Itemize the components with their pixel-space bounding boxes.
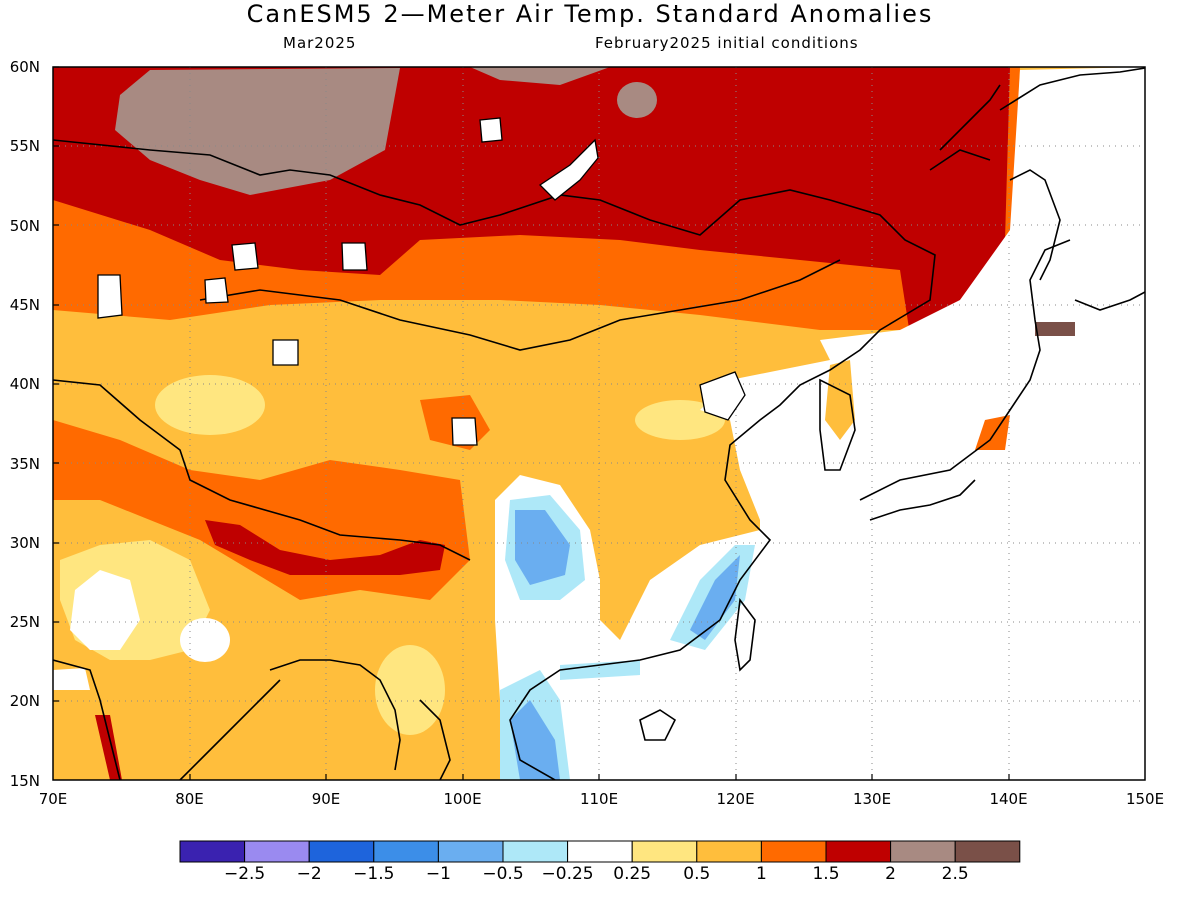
colorbar-swatch [373,840,439,863]
colorbar-swatch [308,840,375,863]
colorbar-swatch [502,840,569,863]
latitude-label: 20N [9,692,40,711]
longitude-label: 140E [989,790,1028,808]
anomaly-region-minus-0p5-coast [690,555,740,640]
colorbar-swatch [825,840,892,863]
colorbar-label: 0.25 [613,864,652,884]
colorbar-label: 1.5 [812,864,840,884]
anomaly-region-warm-korea [825,360,855,440]
colorbar-swatch [696,840,762,863]
colorbar-label: −0.25 [541,864,594,884]
colorbar-swatch [760,840,827,863]
latitude-label: 25N [9,613,40,632]
colorbar-label: −0.5 [482,864,524,884]
longitude-label: 120E [716,790,755,808]
anomaly-region-0p5-to-1-north [155,375,265,435]
colorbar-label: −1 [425,864,451,884]
longitude-label: 80E [175,790,204,808]
colorbar-swatch [631,840,698,863]
latitude-label: 60N [9,58,40,76]
initial-conditions: February2025 initial conditions [595,34,859,52]
anomaly-region-1p5-to-2-tibet [205,520,445,575]
coastlines-and-borders [53,67,1145,780]
forecast-month: Mar2025 [283,34,357,52]
anomaly-region-minus-0p5-china [515,510,570,585]
colorbar [179,840,1021,863]
colorbar-label: −1.5 [353,864,395,884]
latitude-label: 55N [9,137,40,156]
anomaly-region-above-2-spot [617,82,657,118]
colorbar-label: −2 [296,864,322,884]
anomaly-region-minus-0p5-vietnam [510,700,560,780]
colorbar-swatch [179,840,246,863]
anomaly-field [53,67,1145,780]
anomaly-region-near-zero-small [180,618,230,662]
anomaly-region-above-2p5-hokkaido [1035,322,1075,336]
anomaly-region-west-pink [53,668,90,690]
latitude-label: 15N [9,771,40,790]
colorbar-label: 2 [885,864,896,884]
anomaly-region-above-2-east [470,67,610,85]
latitude-label: 30N [9,533,40,552]
lakes [97,117,746,446]
longitude-label: 90E [311,790,341,808]
longitude-label: 110E [579,790,619,808]
anomaly-region-1-to-1p5-west [53,420,470,600]
anomaly-region-above-2-siberia [115,68,400,195]
graticule [53,67,1145,780]
colorbar-label: 2.5 [941,864,969,884]
colorbar-label: 1 [755,864,767,884]
longitude-label: 70E [38,790,68,808]
anomaly-region-near-zero-east [700,67,1145,780]
latitude-label: 35N [9,454,40,473]
colorbar-label: −2.5 [223,864,266,884]
latitude-label: 50N [9,216,40,235]
anomaly-region-near-zero-southwest [70,570,140,650]
colorbar-swatch [890,840,956,863]
colorbar-label: 0.5 [683,864,711,884]
colorbar-swatch [437,840,504,863]
anomaly-region-0p5-to-1-mid [375,645,445,735]
anomaly-region-minus-0p25-south-china [560,660,640,680]
latitude-label: 45N [9,295,40,314]
latitude-label: 40N [9,375,40,394]
longitude-label: 130E [852,790,892,808]
colorbar-swatch [954,840,1021,863]
colorbar-swatch [567,840,633,863]
longitude-label: 100E [443,790,482,808]
map-title: CanESM5 2—Meter Air Temp. Standard Anoma… [246,0,934,28]
longitude-label: 150E [1125,790,1165,808]
colorbar-swatch [244,840,310,863]
